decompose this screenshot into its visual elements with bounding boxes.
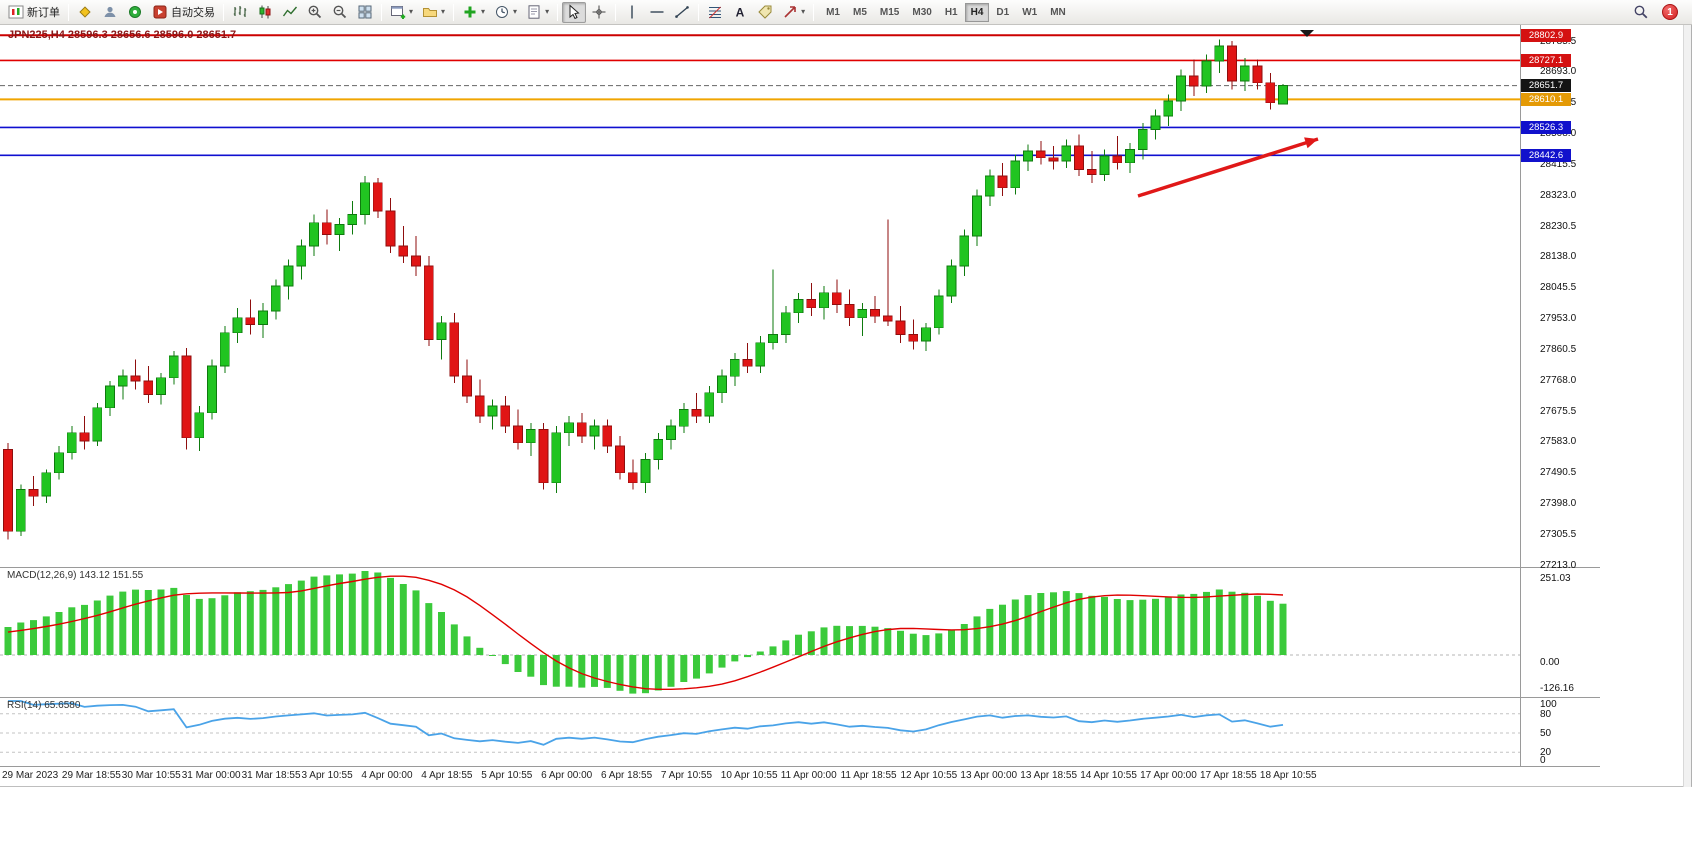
crosshair-button[interactable] xyxy=(587,2,611,23)
timeframe-button-h4[interactable]: H4 xyxy=(964,2,990,22)
toolbar-separator xyxy=(453,3,455,21)
new-order-icon xyxy=(8,4,24,20)
profiles-button[interactable] xyxy=(418,2,449,23)
trend-arrow-annotation xyxy=(1137,137,1319,198)
toolbar-separator xyxy=(381,3,382,21)
toolbar-separator xyxy=(813,3,815,21)
toolbar-separator xyxy=(698,3,700,21)
metaeditor-button[interactable] xyxy=(73,2,97,23)
macd-histogram xyxy=(4,571,1287,694)
timeframe-button-w1[interactable]: W1 xyxy=(1016,3,1043,22)
new-chart-icon xyxy=(390,4,406,20)
templates-button[interactable] xyxy=(522,2,553,23)
bar-chart-icon xyxy=(232,4,248,20)
chevron-down-icon xyxy=(409,8,413,16)
profiles-folder-icon xyxy=(422,4,438,20)
auto-trading-button[interactable]: 自动交易 xyxy=(148,2,219,23)
chevron-down-icon xyxy=(545,8,549,16)
svg-text:A: A xyxy=(736,6,745,20)
clock-icon xyxy=(494,4,510,20)
horizontal-levels xyxy=(0,34,1520,157)
arrow-tool-icon xyxy=(782,4,798,20)
toolbar-separator xyxy=(68,3,69,21)
vertical-scrollbar[interactable] xyxy=(1683,25,1691,787)
new-chart-button[interactable] xyxy=(386,2,417,23)
toolbar-separator xyxy=(223,3,224,21)
trendline-icon xyxy=(674,4,690,20)
text-icon: A xyxy=(732,4,748,20)
search-icon xyxy=(1633,4,1649,20)
timeframe-button-m30[interactable]: M30 xyxy=(906,3,937,22)
toolbar-right-group: 1 xyxy=(1629,2,1688,23)
template-icon xyxy=(526,4,542,20)
cursor-icon xyxy=(566,4,582,20)
zoom-out-button[interactable] xyxy=(328,2,352,23)
community-button[interactable] xyxy=(123,2,147,23)
horizontal-line-button[interactable] xyxy=(645,2,669,23)
add-indicator-icon xyxy=(462,4,478,20)
zoom-out-icon xyxy=(332,4,348,20)
label-button[interactable] xyxy=(753,2,777,23)
new-order-label: 新订单 xyxy=(27,7,60,19)
fibonacci-button[interactable] xyxy=(703,2,727,23)
horizontal-line-icon xyxy=(649,4,665,20)
arrows-button[interactable] xyxy=(778,2,809,23)
chevron-down-icon xyxy=(481,8,485,16)
zoom-in-icon xyxy=(307,4,323,20)
auto-trading-icon xyxy=(152,4,168,20)
timeframe-button-m5[interactable]: M5 xyxy=(847,3,873,22)
chevron-down-icon xyxy=(441,8,445,16)
chart-window: JPN225,H4 28596.3 28656.6 28596.0 28651.… xyxy=(0,25,1692,787)
metaeditor-icon xyxy=(77,4,93,20)
zoom-in-button[interactable] xyxy=(303,2,327,23)
chart-line-button[interactable] xyxy=(278,2,302,23)
auto-trading-label: 自动交易 xyxy=(171,7,215,19)
trendline-button[interactable] xyxy=(670,2,694,23)
profile-icon xyxy=(102,4,118,20)
vertical-line-icon xyxy=(624,4,640,20)
macd-indicator-label: MACD(12,26,9) 143.12 151.55 xyxy=(7,570,144,581)
chevron-down-icon xyxy=(513,8,517,16)
periods-button[interactable] xyxy=(490,2,521,23)
indicators-button[interactable] xyxy=(458,2,489,23)
rsi-line xyxy=(8,700,1284,746)
cursor-button[interactable] xyxy=(562,1,587,23)
community-icon xyxy=(127,4,143,20)
timeframe-button-d1[interactable]: D1 xyxy=(990,3,1015,22)
timeframe-button-h1[interactable]: H1 xyxy=(939,3,964,22)
chart-title: JPN225,H4 28596.3 28656.6 28596.0 28651.… xyxy=(8,29,237,41)
panel-dividers xyxy=(0,25,1600,767)
fibonacci-icon xyxy=(707,4,723,20)
crosshair-icon xyxy=(591,4,607,20)
timeframe-button-m15[interactable]: M15 xyxy=(874,3,905,22)
timeframe-button-mn[interactable]: MN xyxy=(1044,3,1072,22)
new-order-button[interactable]: 新订单 xyxy=(4,2,64,23)
notification-badge[interactable]: 1 xyxy=(1662,4,1678,20)
chevron-down-icon xyxy=(801,8,805,16)
rsi-indicator-label: RSI(14) 65.6580 xyxy=(7,700,81,711)
timeframe-group: M1 M5 M15 M30 H1 H4 D1 W1 MN xyxy=(820,2,1072,22)
chart-candles-button[interactable] xyxy=(253,2,277,23)
line-chart-icon xyxy=(282,4,298,20)
toolbar-separator xyxy=(615,3,617,21)
chart-shift-marker xyxy=(1300,30,1314,37)
candlestick-chart-icon xyxy=(257,4,273,20)
candles-group xyxy=(3,39,1288,540)
label-tag-icon xyxy=(757,4,773,20)
search-button[interactable] xyxy=(1629,2,1653,23)
tile-windows-button[interactable] xyxy=(353,2,377,23)
macd-signal-line xyxy=(7,575,1284,690)
profile-button[interactable] xyxy=(98,2,122,23)
text-button[interactable]: A xyxy=(728,2,752,23)
price-scale[interactable] xyxy=(1521,25,1601,766)
toolbar-separator xyxy=(557,3,559,21)
vertical-line-button[interactable] xyxy=(620,2,644,23)
chart-canvas[interactable] xyxy=(0,25,1600,787)
timeframe-button-m1[interactable]: M1 xyxy=(820,3,846,22)
chart-bars-button[interactable] xyxy=(228,2,252,23)
tile-windows-icon xyxy=(357,4,373,20)
time-axis[interactable] xyxy=(0,767,1520,787)
